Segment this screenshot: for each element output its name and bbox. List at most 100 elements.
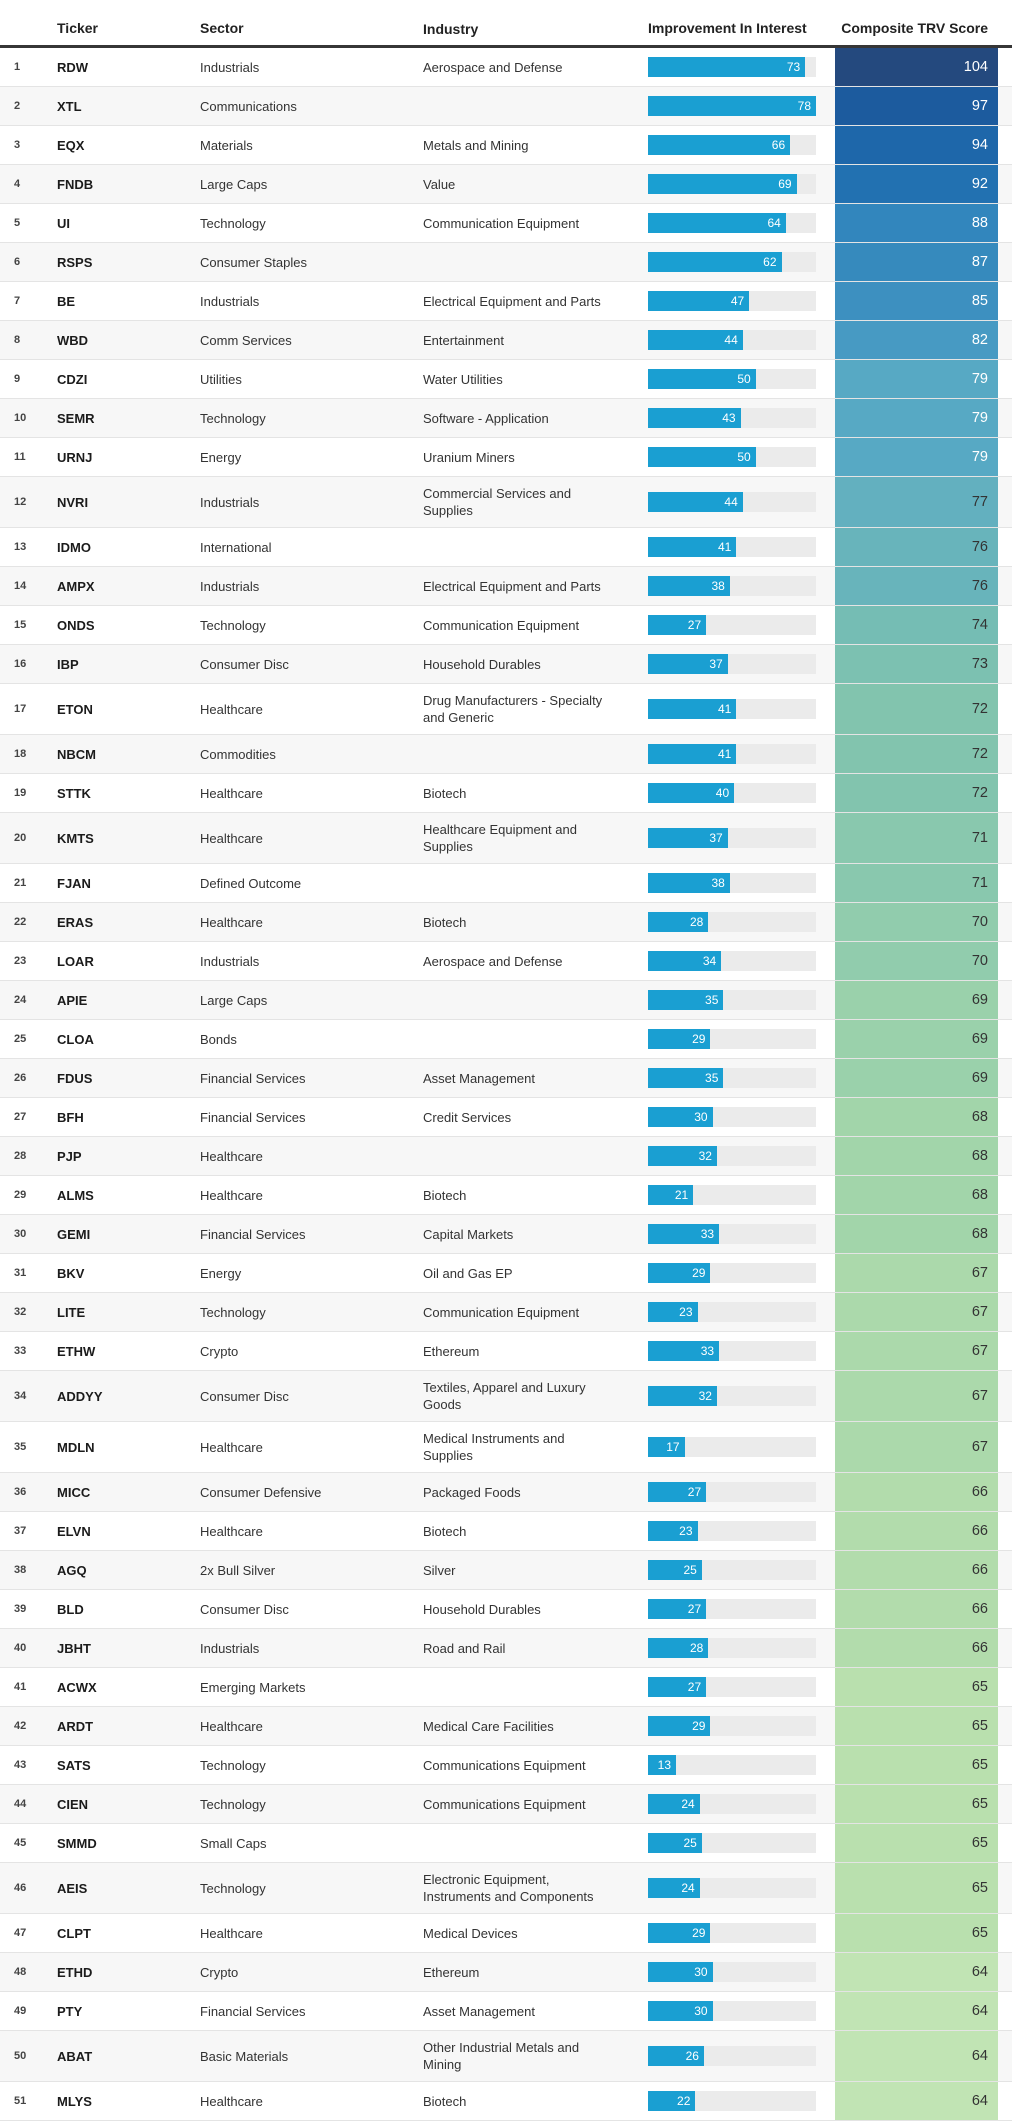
ticker-cell[interactable]: ELVN [57,1523,91,1539]
ticker-cell[interactable]: JBHT [57,1640,91,1656]
ticker-cell[interactable]: AGQ [57,1562,87,1578]
interest-bar-value: 26 [685,2049,699,2063]
interest-bar-track: 33 [648,1341,816,1361]
col-header-ticker[interactable]: Ticker [57,20,98,36]
ticker-cell[interactable]: ACWX [57,1679,97,1695]
interest-bar-fill: 78 [648,96,816,116]
score-cell: 67 [835,1422,998,1472]
score-cell: 71 [835,864,998,902]
ticker-cell[interactable]: GEMI [57,1226,91,1242]
ticker-cell[interactable]: URNJ [57,449,93,465]
score-cell: 65 [835,1914,998,1952]
score-cell: 67 [835,1371,998,1421]
rank-cell: 18 [14,748,27,760]
industry-cell: Communications Equipment [423,1757,586,1773]
ticker-cell[interactable]: PJP [57,1148,82,1164]
ticker-cell[interactable]: LITE [57,1304,86,1320]
rank-cell: 23 [14,955,27,967]
sector-cell: Utilities [200,371,242,387]
ticker-cell[interactable]: XTL [57,98,82,114]
col-header-score[interactable]: Composite TRV Score [841,20,988,36]
score-cell: 66 [835,1512,998,1550]
ticker-cell[interactable]: SEMR [57,410,95,426]
ticker-cell[interactable]: ETON [57,701,93,717]
ticker-cell[interactable]: ABAT [57,2048,93,2064]
interest-bar-cell: 21 [640,1176,825,1214]
ticker-cell[interactable]: WBD [57,332,89,348]
ticker-cell[interactable]: CLPT [57,1925,91,1941]
ticker-cell[interactable]: KMTS [57,830,94,846]
score-cell: 68 [835,1176,998,1214]
ticker-cell[interactable]: ALMS [57,1187,94,1203]
ticker-cell[interactable]: ADDYY [57,1388,103,1404]
ticker-cell[interactable]: FJAN [57,875,91,891]
ticker-cell[interactable]: ONDS [57,617,95,633]
interest-bar-cell: 38 [640,567,825,605]
interest-bar-value: 35 [705,993,719,1007]
ticker-cell[interactable]: SATS [57,1757,91,1773]
interest-bar-fill: 27 [648,615,707,635]
ticker-cell[interactable]: MICC [57,1484,91,1500]
ticker-cell[interactable]: APIE [57,992,88,1008]
ticker-cell[interactable]: BFH [57,1109,84,1125]
interest-bar-fill: 13 [648,1755,676,1775]
ticker-cell[interactable]: ARDT [57,1718,94,1734]
interest-bar-fill: 33 [648,1224,720,1244]
interest-bar-track: 27 [648,1482,816,1502]
table-row: 23 LOAR Industrials Aerospace and Defense 34… [0,942,1012,981]
interest-bar-value: 22 [677,2094,691,2108]
ticker-cell[interactable]: EQX [57,137,85,153]
ticker-cell[interactable]: MLYS [57,2093,92,2109]
ticker-cell[interactable]: CIEN [57,1796,89,1812]
ticker-cell[interactable]: BKV [57,1265,85,1281]
industry-cell: Communication Equipment [423,215,580,231]
rank-cell: 46 [14,1882,27,1894]
score-cell: 88 [835,204,998,242]
interest-bar-fill: 34 [648,951,722,971]
ticker-cell[interactable]: IDMO [57,539,91,555]
interest-bar-fill: 23 [648,1521,698,1541]
sector-cell: Crypto [200,1964,239,1980]
interest-bar-fill: 23 [648,1302,698,1322]
ticker-cell[interactable]: FNDB [57,176,94,192]
interest-bar-track: 24 [648,1794,816,1814]
interest-bar-fill: 30 [648,1962,713,1982]
ticker-cell[interactable]: IBP [57,656,79,672]
ticker-cell[interactable]: NVRI [57,494,89,510]
interest-bar-cell: 43 [640,399,825,437]
interest-bar-track: 34 [648,951,816,971]
ticker-cell[interactable]: NBCM [57,746,96,762]
rank-cell: 40 [14,1642,27,1654]
ticker-cell[interactable]: STTK [57,785,91,801]
ticker-cell[interactable]: UI [57,215,70,231]
ticker-cell[interactable]: ETHW [57,1343,96,1359]
ticker-cell[interactable]: MDLN [57,1439,95,1455]
ticker-cell[interactable]: ETHD [57,1964,93,1980]
ticker-cell[interactable]: BE [57,293,76,309]
interest-bar-track: 37 [648,828,816,848]
ticker-cell[interactable]: LOAR [57,953,94,969]
col-header-interest[interactable]: Improvement In Interest [648,20,807,36]
ticker-cell[interactable]: AEIS [57,1880,88,1896]
ticker-cell[interactable]: FDUS [57,1070,93,1086]
interest-bar-track: 30 [648,1107,816,1127]
ticker-cell[interactable]: ERAS [57,914,94,930]
col-header-industry[interactable]: Industry [423,21,479,37]
table-row: 38 AGQ 2x Bull Silver Silver 25 66 [0,1551,1012,1590]
ticker-cell[interactable]: BLD [57,1601,84,1617]
ticker-cell[interactable]: RSPS [57,254,93,270]
ticker-cell[interactable]: CLOA [57,1031,94,1047]
interest-bar-value: 27 [687,1485,702,1499]
ticker-cell[interactable]: PTY [57,2003,83,2019]
interest-bar-cell: 32 [640,1137,825,1175]
ticker-cell[interactable]: SMMD [57,1835,97,1851]
col-header-sector[interactable]: Sector [200,20,244,36]
rank-cell: 31 [14,1267,27,1279]
interest-bar-value: 30 [694,1965,708,1979]
table-row: 39 BLD Consumer Disc Household Durables 27 66 [0,1590,1012,1629]
ticker-cell[interactable]: RDW [57,59,89,75]
ticker-cell[interactable]: CDZI [57,371,88,387]
score-cell: 65 [835,1707,998,1745]
rank-cell: 24 [14,994,27,1006]
ticker-cell[interactable]: AMPX [57,578,95,594]
